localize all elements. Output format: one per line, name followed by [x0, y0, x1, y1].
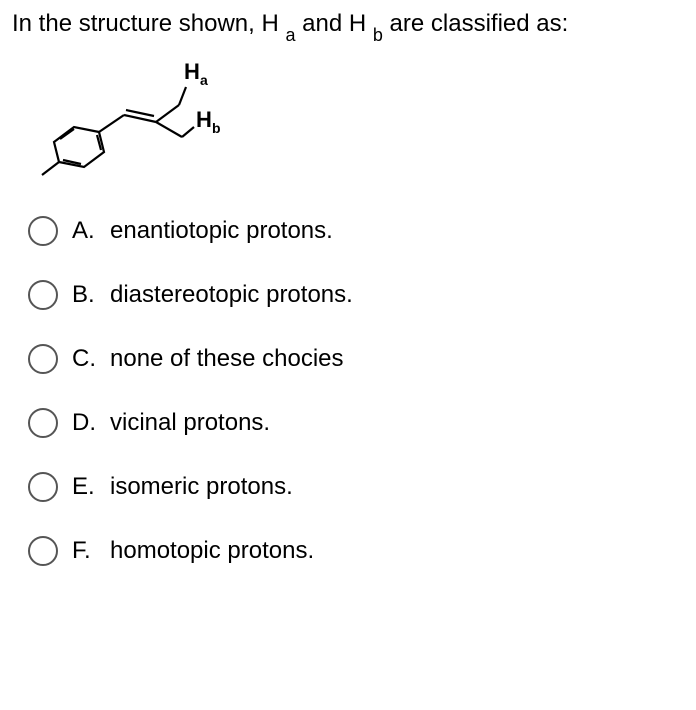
option-label: B. diastereotopic protons. — [72, 281, 353, 309]
ha-label-h: H — [184, 59, 200, 84]
question-middle: and H — [295, 10, 372, 37]
ha-label-sub: a — [200, 72, 208, 88]
radio-icon[interactable] — [28, 280, 58, 310]
question-prefix: In the structure shown, H — [12, 10, 285, 37]
radio-icon[interactable] — [28, 408, 58, 438]
molecule-svg: H a H b — [24, 47, 254, 187]
option-label: A. enantiotopic protons. — [72, 217, 333, 245]
option-text: enantiotopic protons. — [110, 217, 333, 245]
option-label: F. homotopic protons. — [72, 537, 314, 565]
option-letter: A. — [72, 217, 100, 245]
option-letter: E. — [72, 473, 100, 501]
option-text: vicinal protons. — [110, 409, 270, 437]
radio-icon[interactable] — [28, 216, 58, 246]
option-letter: F. — [72, 537, 100, 565]
option-letter: C. — [72, 345, 100, 373]
option-e[interactable]: E. isomeric protons. — [28, 472, 684, 502]
option-letter: D. — [72, 409, 100, 437]
subscript-b: b — [373, 25, 383, 45]
option-label: E. isomeric protons. — [72, 473, 293, 501]
molecule-structure: H a H b — [12, 47, 684, 192]
option-b[interactable]: B. diastereotopic protons. — [28, 280, 684, 310]
option-text: none of these chocies — [110, 345, 344, 373]
option-label: C. none of these chocies — [72, 345, 344, 373]
option-text: isomeric protons. — [110, 473, 293, 501]
radio-icon[interactable] — [28, 536, 58, 566]
hb-label-h: H — [196, 107, 212, 132]
subscript-a: a — [285, 25, 295, 45]
question-suffix: are classified as: — [383, 10, 568, 37]
option-f[interactable]: F. homotopic protons. — [28, 536, 684, 566]
question-stem: In the structure shown, H a and H b are … — [12, 8, 684, 43]
option-c[interactable]: C. none of these chocies — [28, 344, 684, 374]
option-text: homotopic protons. — [110, 537, 314, 565]
radio-icon[interactable] — [28, 472, 58, 502]
hb-label-sub: b — [212, 120, 221, 136]
option-text: diastereotopic protons. — [110, 281, 353, 309]
option-d[interactable]: D. vicinal protons. — [28, 408, 684, 438]
option-letter: B. — [72, 281, 100, 309]
options-list: A. enantiotopic protons. B. diastereotop… — [12, 216, 684, 566]
option-label: D. vicinal protons. — [72, 409, 270, 437]
radio-icon[interactable] — [28, 344, 58, 374]
option-a[interactable]: A. enantiotopic protons. — [28, 216, 684, 246]
